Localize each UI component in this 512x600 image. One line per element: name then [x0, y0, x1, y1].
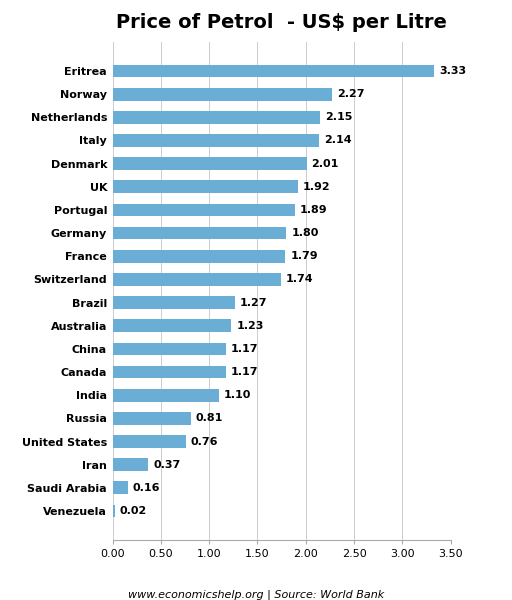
Text: 1.89: 1.89 [300, 205, 328, 215]
Bar [113, 389, 219, 401]
Bar [113, 134, 319, 147]
Text: 0.37: 0.37 [153, 460, 180, 470]
Bar [113, 203, 295, 217]
Bar [113, 227, 286, 239]
Bar [113, 273, 281, 286]
Text: 1.17: 1.17 [230, 344, 258, 354]
Bar [113, 505, 115, 517]
Text: 1.10: 1.10 [224, 390, 251, 400]
Bar [113, 481, 128, 494]
Text: 1.79: 1.79 [290, 251, 318, 261]
Text: 0.16: 0.16 [133, 483, 160, 493]
Bar [113, 412, 191, 425]
Bar [113, 319, 231, 332]
Text: 2.01: 2.01 [311, 158, 339, 169]
Bar [113, 365, 226, 379]
Text: 3.33: 3.33 [439, 66, 466, 76]
Bar [113, 181, 298, 193]
Text: 0.81: 0.81 [196, 413, 223, 424]
Bar [113, 65, 434, 77]
Bar [113, 296, 235, 309]
Text: www.economicshelp.org | Source: World Bank: www.economicshelp.org | Source: World Ba… [128, 589, 384, 599]
Text: 2.14: 2.14 [324, 136, 352, 145]
Text: 0.02: 0.02 [119, 506, 146, 516]
Bar [113, 157, 307, 170]
Text: 1.23: 1.23 [236, 321, 264, 331]
Text: 1.80: 1.80 [291, 228, 318, 238]
Bar [113, 343, 226, 355]
Bar [113, 250, 286, 263]
Text: 1.27: 1.27 [240, 298, 268, 308]
Bar [113, 458, 148, 471]
Bar [113, 435, 186, 448]
Text: 1.92: 1.92 [303, 182, 330, 192]
Text: 1.74: 1.74 [286, 274, 313, 284]
Bar [113, 88, 332, 101]
Text: 2.15: 2.15 [325, 112, 352, 122]
Title: Price of Petrol  - US$ per Litre: Price of Petrol - US$ per Litre [116, 13, 447, 32]
Text: 1.17: 1.17 [230, 367, 258, 377]
Text: 0.76: 0.76 [191, 437, 218, 446]
Text: 2.27: 2.27 [336, 89, 364, 99]
Bar [113, 111, 320, 124]
